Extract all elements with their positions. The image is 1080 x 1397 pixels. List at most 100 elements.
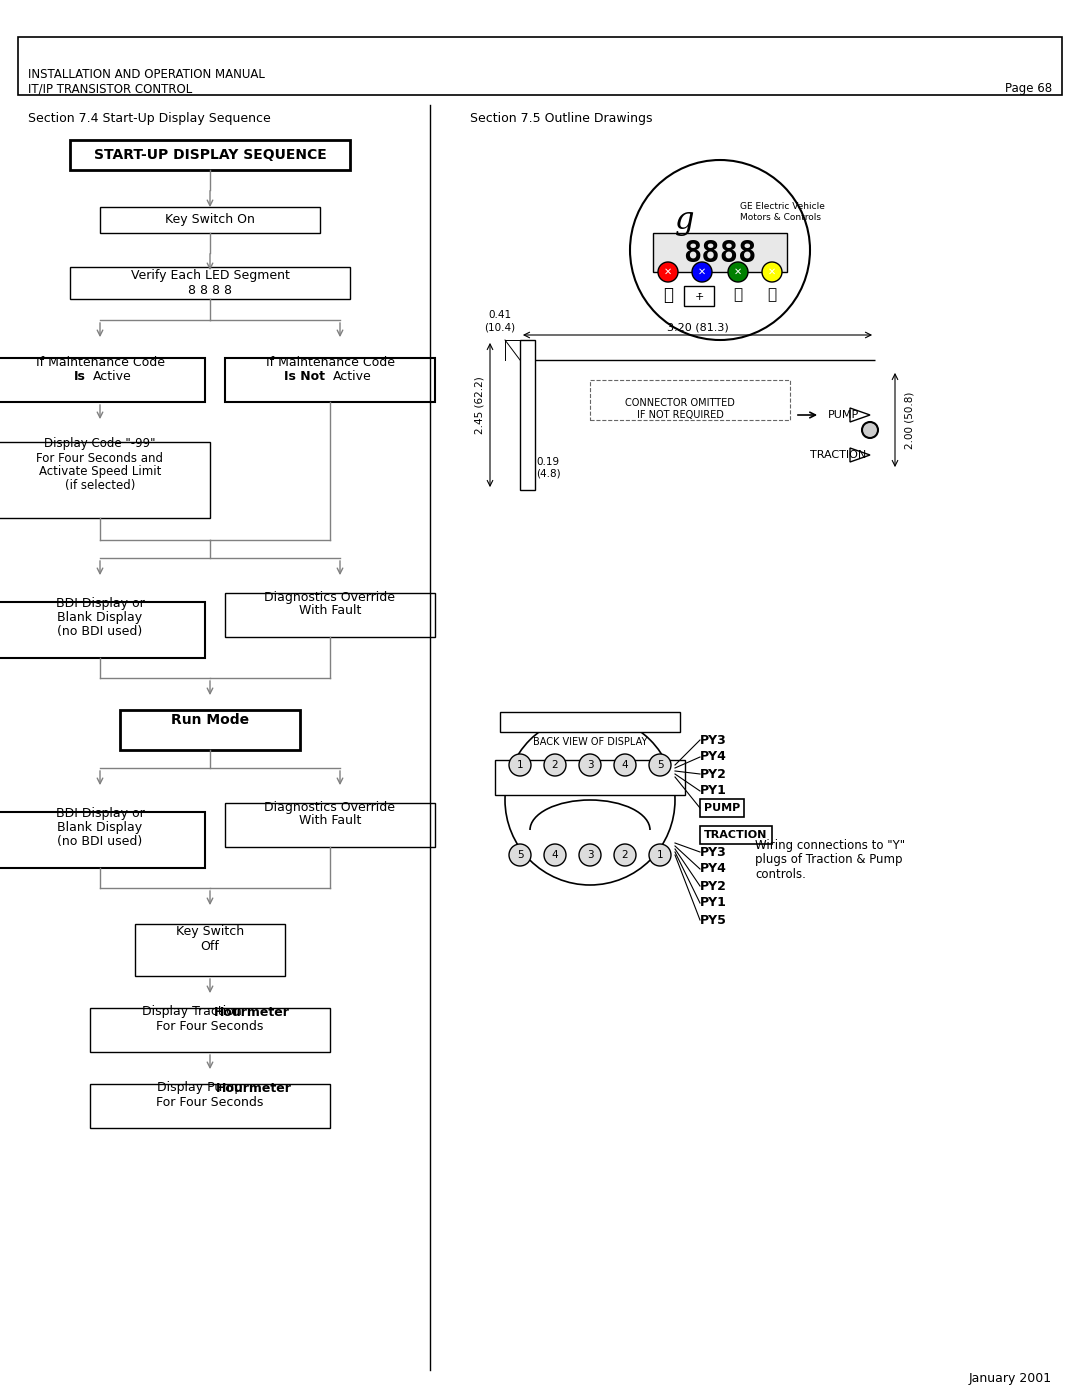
FancyBboxPatch shape	[18, 36, 1062, 95]
Text: (no BDI used): (no BDI used)	[57, 834, 143, 848]
Text: Is: Is	[75, 369, 86, 383]
FancyBboxPatch shape	[653, 233, 787, 272]
Text: BACK VIEW OF DISPLAY: BACK VIEW OF DISPLAY	[532, 738, 647, 747]
Text: Active: Active	[333, 369, 372, 383]
Text: PY2: PY2	[700, 880, 727, 893]
Text: CONNECTOR OMITTED: CONNECTOR OMITTED	[625, 398, 734, 408]
Circle shape	[649, 754, 671, 775]
Text: PY3: PY3	[700, 845, 727, 859]
Text: With Fault: With Fault	[299, 814, 361, 827]
Text: ⏳: ⏳	[663, 286, 673, 305]
Text: 2: 2	[622, 849, 629, 861]
Text: (10.4): (10.4)	[485, 321, 515, 332]
Text: 4: 4	[552, 849, 558, 861]
Text: g: g	[675, 204, 694, 236]
Text: 0.41: 0.41	[488, 310, 512, 320]
Text: GE Electric Vehicle
Motors & Controls: GE Electric Vehicle Motors & Controls	[740, 203, 825, 222]
Text: BDI Display or: BDI Display or	[56, 806, 145, 820]
Circle shape	[692, 263, 712, 282]
Text: ✕: ✕	[768, 267, 777, 277]
Text: 0.19: 0.19	[537, 457, 559, 467]
Text: 3: 3	[586, 849, 593, 861]
FancyBboxPatch shape	[0, 358, 205, 402]
Text: Display Pump: Display Pump	[158, 1081, 243, 1094]
Circle shape	[509, 754, 531, 775]
Circle shape	[630, 161, 810, 339]
Text: PUMP: PUMP	[704, 803, 740, 813]
Text: Wiring connections to "Y"
plugs of Traction & Pump
controls.: Wiring connections to "Y" plugs of Tract…	[755, 838, 905, 882]
FancyBboxPatch shape	[519, 339, 535, 490]
Circle shape	[579, 844, 600, 866]
FancyBboxPatch shape	[70, 140, 350, 170]
Text: For Four Seconds: For Four Seconds	[157, 1095, 264, 1108]
Text: ✕: ✕	[734, 267, 742, 277]
Text: 3.20 (81.3): 3.20 (81.3)	[666, 321, 728, 332]
Circle shape	[544, 754, 566, 775]
Text: START-UP DISPLAY SEQUENCE: START-UP DISPLAY SEQUENCE	[94, 148, 326, 162]
Text: PY3: PY3	[700, 733, 727, 746]
Text: Key Switch: Key Switch	[176, 925, 244, 939]
FancyBboxPatch shape	[90, 1009, 330, 1052]
FancyBboxPatch shape	[225, 358, 435, 402]
Text: Blank Display: Blank Display	[57, 610, 143, 623]
Text: With Fault: With Fault	[299, 605, 361, 617]
Text: PY5: PY5	[700, 914, 727, 926]
FancyBboxPatch shape	[135, 923, 285, 977]
Text: PY2: PY2	[700, 767, 727, 781]
FancyBboxPatch shape	[0, 441, 210, 518]
Circle shape	[509, 844, 531, 866]
Text: ✕: ✕	[664, 267, 672, 277]
Circle shape	[615, 844, 636, 866]
Text: Diagnostics Override: Diagnostics Override	[265, 591, 395, 604]
Text: -: -	[697, 288, 701, 298]
Text: Display Code "-99": Display Code "-99"	[44, 437, 156, 450]
Text: IF NOT REQUIRED: IF NOT REQUIRED	[636, 409, 724, 420]
Text: Activate Speed Limit: Activate Speed Limit	[39, 465, 161, 479]
Text: +: +	[694, 292, 704, 302]
Polygon shape	[850, 448, 870, 462]
Text: Diagnostics Override: Diagnostics Override	[265, 800, 395, 813]
Text: 5: 5	[657, 760, 663, 770]
Circle shape	[658, 263, 678, 282]
Text: For Four Seconds: For Four Seconds	[157, 1020, 264, 1032]
Text: INSTALLATION AND OPERATION MANUAL: INSTALLATION AND OPERATION MANUAL	[28, 68, 265, 81]
Text: (if selected): (if selected)	[65, 479, 135, 493]
Text: 8888: 8888	[684, 239, 757, 267]
Text: 🔧: 🔧	[733, 288, 743, 303]
Text: Section 7.4 Start-Up Display Sequence: Section 7.4 Start-Up Display Sequence	[28, 112, 271, 124]
Text: January 2001: January 2001	[969, 1372, 1052, 1384]
Text: TRACTION: TRACTION	[704, 830, 768, 840]
Circle shape	[728, 263, 748, 282]
Text: 2.45 (62.2): 2.45 (62.2)	[475, 376, 485, 434]
Text: If Maintenance Code: If Maintenance Code	[266, 355, 394, 369]
Text: 3: 3	[586, 760, 593, 770]
Text: BDI Display or: BDI Display or	[56, 597, 145, 609]
Circle shape	[579, 754, 600, 775]
FancyBboxPatch shape	[590, 380, 789, 420]
Text: (no BDI used): (no BDI used)	[57, 624, 143, 637]
Circle shape	[615, 754, 636, 775]
FancyBboxPatch shape	[225, 803, 435, 847]
Circle shape	[762, 263, 782, 282]
Text: 2.00 (50.8): 2.00 (50.8)	[905, 391, 915, 448]
Text: 5: 5	[516, 849, 524, 861]
Circle shape	[505, 715, 675, 886]
Text: PY1: PY1	[700, 897, 727, 909]
Text: 2: 2	[552, 760, 558, 770]
Text: 1: 1	[516, 760, 524, 770]
Text: Hourmeter: Hourmeter	[216, 1081, 292, 1094]
FancyBboxPatch shape	[0, 602, 205, 658]
Circle shape	[862, 422, 878, 439]
FancyBboxPatch shape	[70, 267, 350, 299]
Text: Key Switch On: Key Switch On	[165, 214, 255, 226]
Text: Active: Active	[93, 369, 132, 383]
Text: 4: 4	[622, 760, 629, 770]
Text: PY1: PY1	[700, 785, 727, 798]
FancyBboxPatch shape	[120, 710, 300, 750]
Polygon shape	[850, 408, 870, 422]
Text: Verify Each LED Segment
8 8 8 8: Verify Each LED Segment 8 8 8 8	[131, 270, 289, 298]
Text: (4.8): (4.8)	[536, 469, 561, 479]
Text: If Maintenance Code: If Maintenance Code	[36, 355, 164, 369]
Circle shape	[544, 844, 566, 866]
Text: Run Mode: Run Mode	[171, 712, 249, 726]
